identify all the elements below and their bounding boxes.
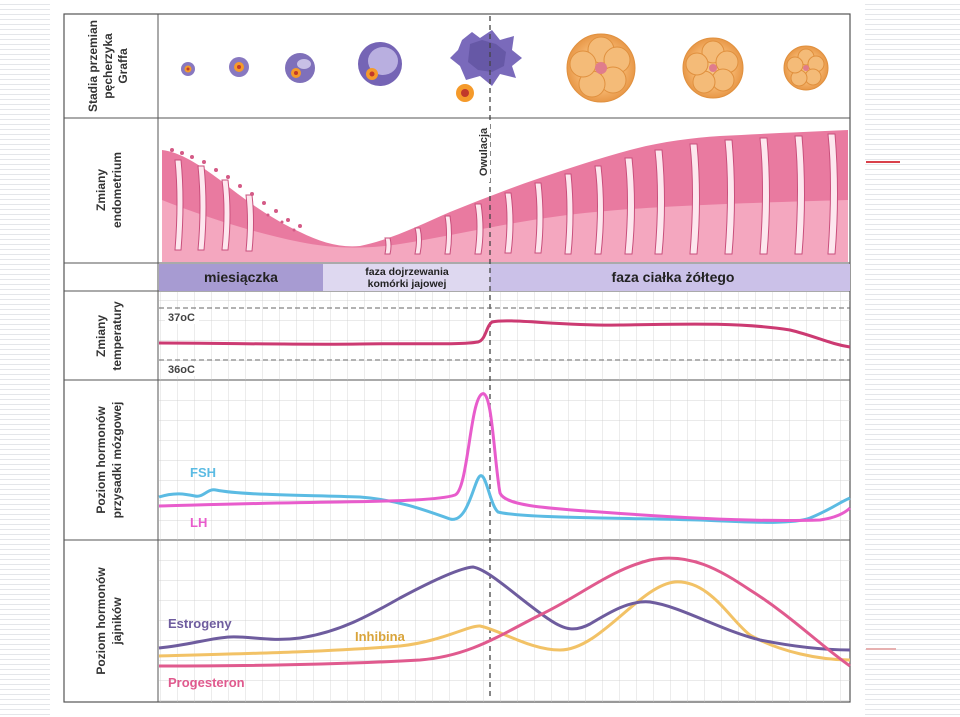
red-line-top bbox=[866, 161, 900, 163]
estrogen-label: Estrogeny bbox=[168, 616, 232, 631]
phase-menstruation-band bbox=[159, 264, 323, 291]
phase-luteal-band bbox=[490, 264, 850, 291]
svg-text:Poziom hormonów: Poziom hormonów bbox=[94, 406, 108, 514]
svg-text:Zmiany: Zmiany bbox=[94, 169, 108, 211]
svg-text:Stadia przemian: Stadia przemian bbox=[86, 20, 100, 112]
phase-menstruation-label: miesiączka bbox=[204, 269, 278, 285]
lh-curve bbox=[158, 392, 852, 523]
svg-text:endometrium: endometrium bbox=[110, 152, 124, 228]
pituitary-row-label: Poziom hormonów przysadki mózgowej bbox=[94, 402, 124, 519]
phase-maturation-line1: faza dojrzewania bbox=[365, 266, 449, 278]
fsh-label: FSH bbox=[190, 465, 216, 480]
ovarian-row-label: Poziom hormonów jajników bbox=[94, 567, 124, 675]
corpus-luteum-3 bbox=[783, 45, 829, 91]
follicle-stage-2 bbox=[229, 57, 249, 77]
svg-text:pęcherzyka: pęcherzyka bbox=[101, 33, 115, 99]
svg-text:Poziom hormonów: Poziom hormonów bbox=[94, 567, 108, 675]
temperature-curve bbox=[158, 319, 851, 349]
follicle-stages bbox=[181, 30, 829, 103]
inhibin-label: Inhibina bbox=[355, 629, 406, 644]
ovarian-grid bbox=[159, 541, 850, 702]
temperature-row-label: Zmiany temperatury bbox=[94, 301, 124, 371]
follicle-stage-1 bbox=[181, 62, 195, 76]
red-line-bottom bbox=[866, 648, 896, 650]
inhibin-curve bbox=[158, 580, 851, 662]
progesterone-label: Progesteron bbox=[168, 675, 245, 690]
ovulation-label: Owulacja bbox=[478, 127, 490, 176]
temperature-grid bbox=[159, 292, 850, 380]
estrogen-curve bbox=[158, 565, 851, 652]
endometrium-row-label: Zmiany endometrium bbox=[94, 152, 124, 228]
svg-text:Graffa: Graffa bbox=[116, 48, 130, 84]
corpus-luteum-1 bbox=[566, 33, 636, 103]
lh-label: LH bbox=[190, 515, 207, 530]
ovulation-label-group: Owulacja bbox=[476, 122, 490, 182]
temp-high-tick: 37oC bbox=[168, 312, 195, 324]
follicle-row-label: Stadia przemian pęcherzyka Graffa bbox=[86, 20, 130, 112]
pituitary-grid bbox=[159, 381, 850, 540]
fsh-curve bbox=[158, 474, 851, 524]
follicle-stage-3 bbox=[285, 53, 315, 83]
svg-text:Zmiany: Zmiany bbox=[94, 315, 108, 357]
corpus-luteum-2 bbox=[682, 37, 744, 99]
svg-text:jajników: jajników bbox=[110, 597, 124, 646]
temp-low-tick: 36oC bbox=[168, 364, 195, 376]
endometrium-illustration bbox=[162, 130, 848, 262]
follicle-stage-4 bbox=[358, 42, 402, 86]
phase-maturation-line2: komórki jajowej bbox=[368, 278, 447, 290]
svg-text:przysadki mózgowej: przysadki mózgowej bbox=[110, 402, 124, 519]
phase-maturation-band bbox=[323, 264, 490, 291]
svg-text:temperatury: temperatury bbox=[110, 301, 124, 371]
follicle-stage-ovulating bbox=[450, 30, 522, 102]
phase-luteal-label: faza ciałka żółtego bbox=[612, 269, 735, 285]
progesterone-curve bbox=[158, 556, 851, 668]
